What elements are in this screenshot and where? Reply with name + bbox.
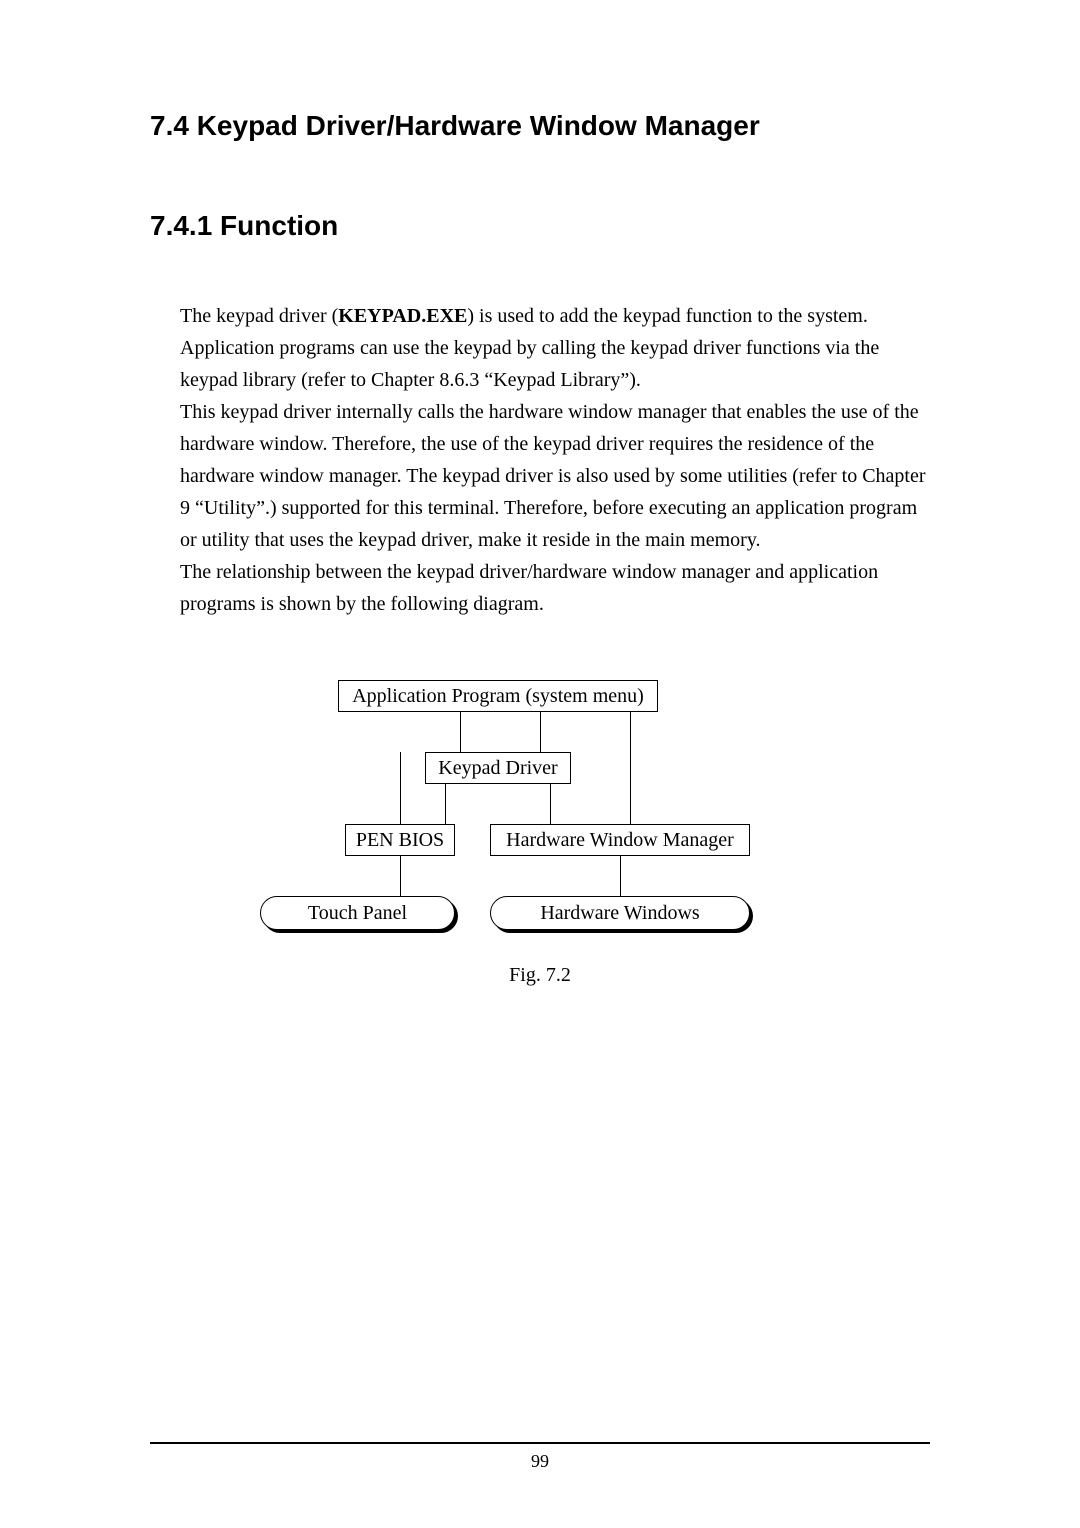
page-number: 99 xyxy=(0,1451,1080,1472)
connector xyxy=(540,712,541,752)
figure-caption: Fig. 7.2 xyxy=(150,964,930,987)
section-heading: 7.4 Keypad Driver/Hardware Window Manage… xyxy=(150,110,930,142)
keypad-exe-bold: KEYPAD.EXE xyxy=(338,305,467,327)
p1-lead: The keypad driver ( xyxy=(180,305,338,327)
body-text: The keypad driver (KEYPAD.EXE) is used t… xyxy=(180,300,930,620)
connector xyxy=(620,856,621,896)
connector xyxy=(630,712,631,824)
box-hardware-window-manager: Hardware Window Manager xyxy=(490,824,750,856)
connector xyxy=(445,784,446,824)
footer-rule xyxy=(150,1442,930,1444)
box-application-program: Application Program (system menu) xyxy=(338,680,658,712)
paragraph-2: This keypad driver internally calls the … xyxy=(180,396,930,556)
capsule-touch-panel: Touch Panel xyxy=(260,896,455,930)
box-keypad-driver: Keypad Driver xyxy=(425,752,571,784)
connector xyxy=(460,712,461,752)
capsule-hardware-windows: Hardware Windows xyxy=(490,896,750,930)
connector xyxy=(400,856,401,896)
connector xyxy=(550,784,551,824)
connector xyxy=(400,752,401,784)
connector xyxy=(400,784,401,824)
paragraph-3: The relationship between the keypad driv… xyxy=(180,556,930,620)
box-pen-bios: PEN BIOS xyxy=(345,824,455,856)
subsection-heading: 7.4.1 Function xyxy=(150,210,930,242)
page: 7.4 Keypad Driver/Hardware Window Manage… xyxy=(0,0,1080,1528)
block-diagram: Application Program (system menu) Keypad… xyxy=(260,680,820,940)
paragraph-1: The keypad driver (KEYPAD.EXE) is used t… xyxy=(180,300,930,396)
